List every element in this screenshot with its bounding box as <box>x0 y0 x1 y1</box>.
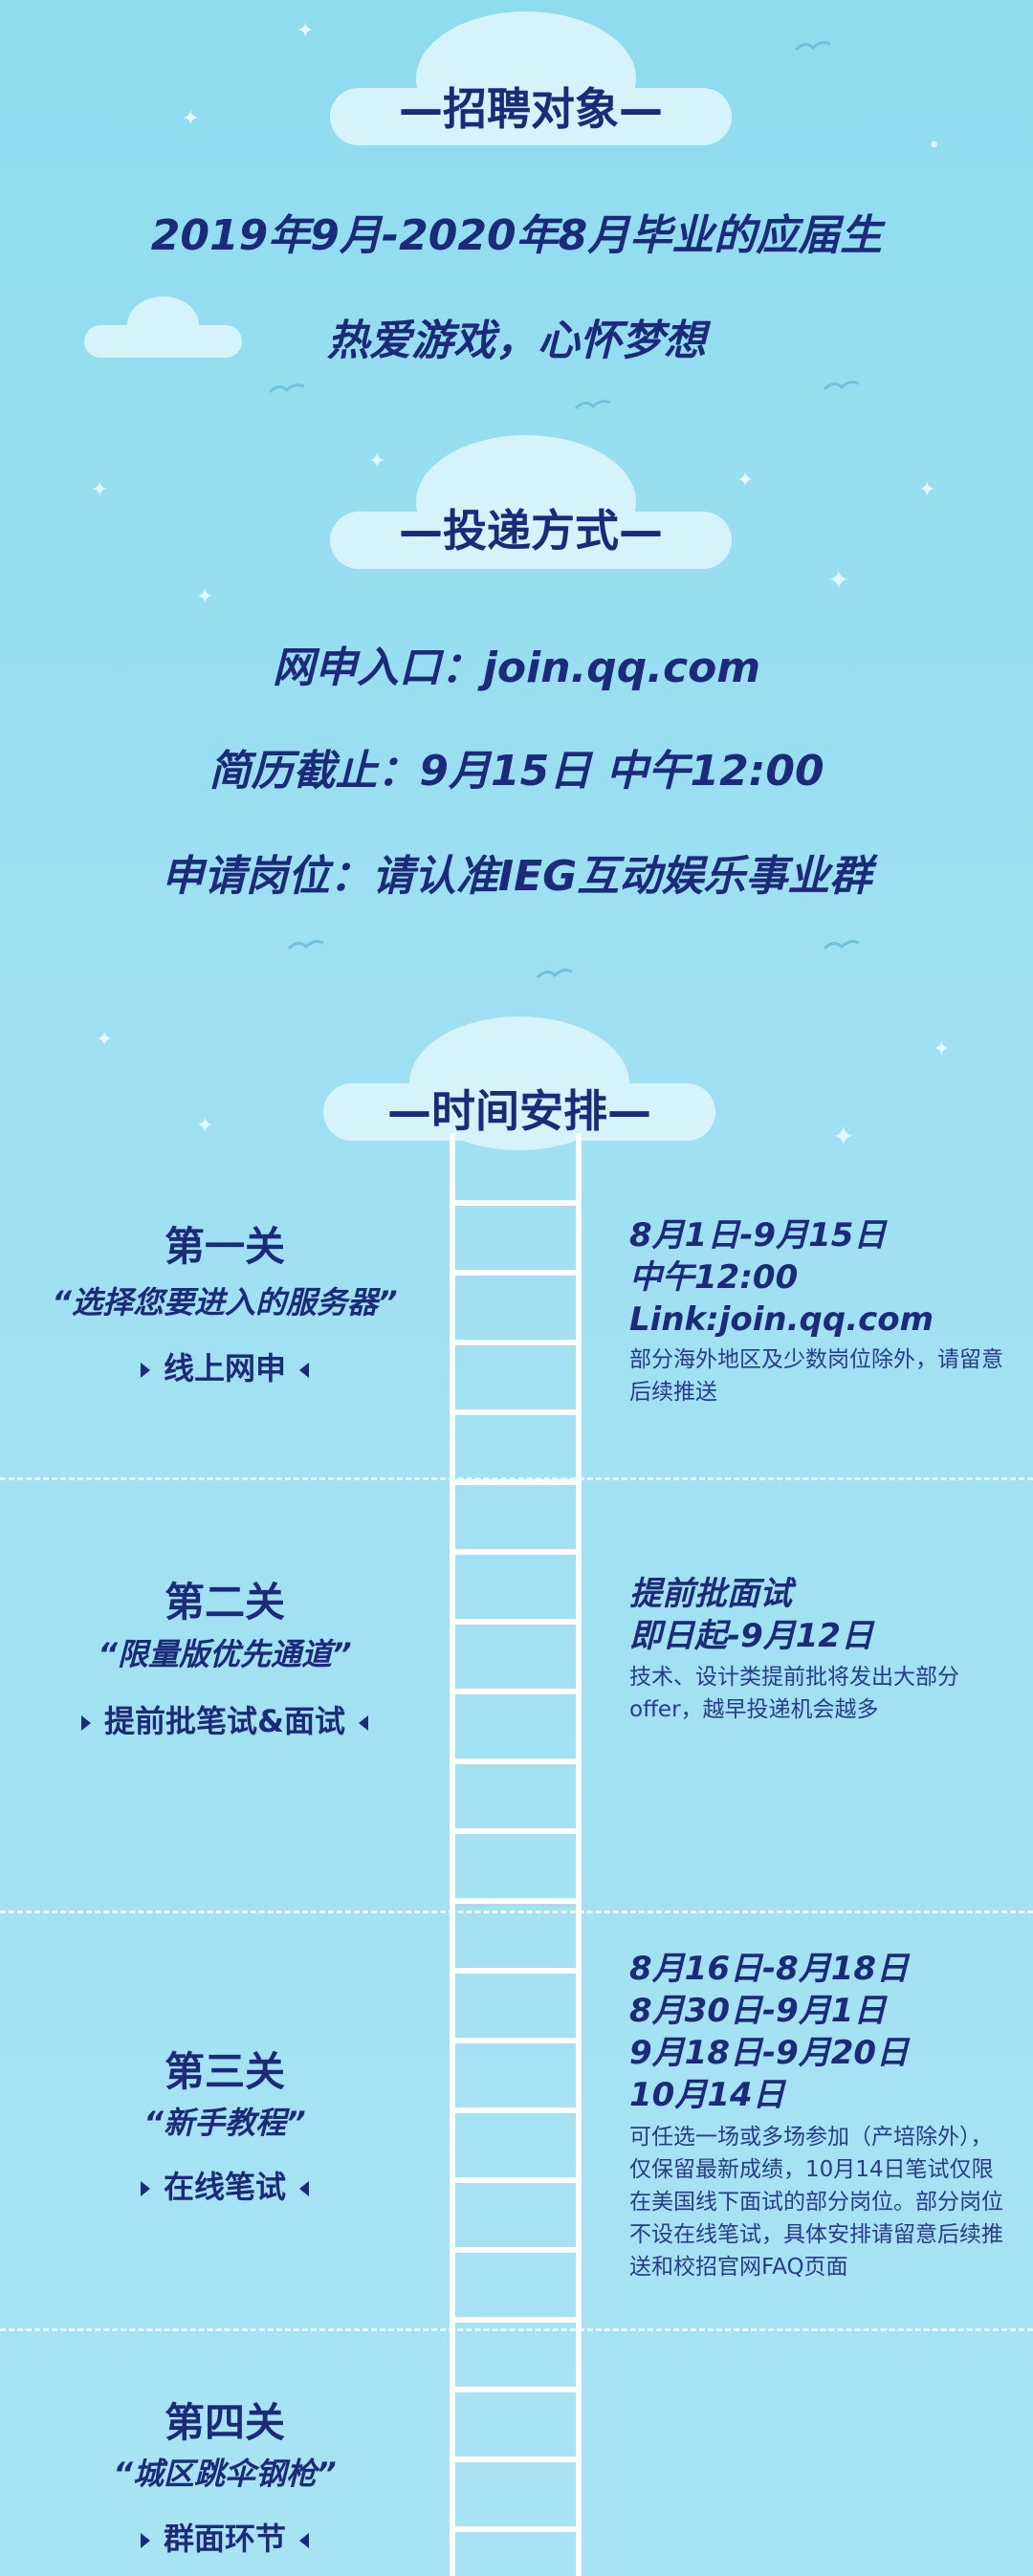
bird-icon <box>574 400 611 410</box>
stage-title: 第一关 <box>164 1223 285 1270</box>
star-icon: ✦ <box>196 1114 214 1138</box>
bird-icon <box>536 969 573 979</box>
ladder-rung <box>450 1409 582 1415</box>
caret-left-icon <box>358 1715 368 1731</box>
ladder-rung <box>450 2456 582 2462</box>
stage-info-body: 技术、设计类提前批将发出大部分offer，越早投递机会越多 <box>629 1665 959 1722</box>
ladder-rung <box>450 1270 582 1276</box>
caret-left-icon <box>299 2181 309 2196</box>
star-icon: ✦ <box>91 478 109 502</box>
section-title-cloud: —时间安排— <box>323 1016 715 1150</box>
star-icon: ✦ <box>933 1037 951 1061</box>
bird-icon <box>823 381 860 391</box>
stage-tag: 线上网申 <box>0 1344 450 1388</box>
cloud-decoration <box>84 296 242 358</box>
stage-divider <box>0 1477 1033 1480</box>
ladder-rung <box>450 1619 582 1625</box>
stage-divider <box>0 1910 1033 1913</box>
stage-tag: 群面环节 <box>0 2515 450 2559</box>
ladder-rung <box>450 1968 582 1974</box>
caret-right-icon <box>140 1363 150 1378</box>
bird-icon <box>794 41 831 52</box>
stage-divider <box>0 2328 1033 2331</box>
stage-info-body: 可任选一场或多场参加（产培除外），仅保留最新成绩，10月14日笔试仅限在美国线下… <box>629 2125 1003 2280</box>
section-title: —时间安排— <box>387 1085 651 1137</box>
ladder-rung <box>450 2387 582 2392</box>
star-icon: ✦ <box>736 469 755 492</box>
ladder-rung <box>450 1549 582 1555</box>
ladder-rung <box>450 1898 582 1904</box>
stage-title: 第二关 <box>164 1579 285 1626</box>
ladder-rung <box>450 1828 582 1834</box>
caret-left-icon <box>299 1363 309 1378</box>
bird-icon <box>823 940 860 950</box>
star-icon: ✦ <box>918 478 936 502</box>
section-title: —投递方式— <box>399 505 663 557</box>
ladder-rail-right <box>576 1133 582 2576</box>
apply-link-text: 网申入口：join.qq.com <box>272 644 761 692</box>
ladder-rung <box>450 1689 582 1694</box>
ladder-rung <box>450 2526 582 2532</box>
bird-icon <box>287 940 324 950</box>
star-icon: ✦ <box>96 1028 114 1052</box>
section-title-cloud: —投递方式— <box>330 435 732 569</box>
caret-left-icon <box>299 2533 309 2548</box>
target-graduates-text: 2019年9月-2020年8月毕业的应届生 <box>150 211 883 260</box>
stage-tag-label: 在线笔试 <box>163 2169 286 2205</box>
stage-tag-label: 提前批笔试&面试 <box>104 1703 345 1739</box>
ladder-rung <box>450 1340 582 1345</box>
stage-tag-label: 线上网申 <box>163 1350 286 1386</box>
star-icon: ✦ <box>196 585 214 609</box>
stage-info-body: 部分海外地区及少数岗位除外，请留意后续推送 <box>629 1347 1003 1405</box>
stage-subtitle: “城区跳伞钢枪” <box>113 2456 337 2492</box>
target-passion-text: 热爱游戏，心怀梦想 <box>327 317 706 365</box>
stage-info-head: 提前批面试 即日起-9月12日 <box>629 1575 874 1655</box>
resume-deadline-text: 简历截止：9月15日 中午12:00 <box>209 747 824 796</box>
caret-right-icon <box>140 2181 150 2196</box>
ladder-rung <box>450 2177 582 2183</box>
bird-icon <box>268 383 305 394</box>
stage-title: 第三关 <box>164 2048 285 2095</box>
ladder-rung <box>450 1200 582 1206</box>
caret-right-icon <box>140 2533 150 2548</box>
stage-info-head: 8月1日-9月15日 中午12:00 Link:join.qq.com <box>629 1216 934 1339</box>
star-icon: • <box>928 134 940 158</box>
star-icon: ✦ <box>832 1121 855 1152</box>
stage-tag: 在线笔试 <box>0 2163 450 2207</box>
ladder-rung <box>450 1758 582 1764</box>
ladder-rung <box>450 2038 582 2043</box>
stage-info-head: 8月16日-8月18日 8月30日-9月1日 9月18日-9月20日 10月14… <box>629 1950 910 2114</box>
section-title: —招聘对象— <box>399 83 663 135</box>
ladder-rung <box>450 2107 582 2113</box>
stage-subtitle: “选择您要进入的服务器” <box>52 1284 398 1321</box>
ladder-rung <box>450 2247 582 2253</box>
stage-subtitle: “限量版优先通道” <box>98 1636 352 1672</box>
star-icon: ✦ <box>827 564 850 596</box>
stage-subtitle: “新手教程” <box>143 2105 306 2141</box>
star-icon: ✦ <box>297 19 315 43</box>
ladder-rung <box>450 2317 582 2323</box>
section-title-cloud: —招聘对象— <box>330 11 732 145</box>
ladder-rung <box>450 1479 582 1485</box>
star-icon: ✦ <box>182 107 200 131</box>
stage-tag: 提前批笔试&面试 <box>0 1697 450 1741</box>
apply-position-text: 申请岗位：请认准IEG互动娱乐事业群 <box>161 852 872 901</box>
stage-tag-label: 群面环节 <box>163 2521 286 2557</box>
ladder-rail-left <box>450 1133 455 2576</box>
star-icon: ✦ <box>368 449 386 473</box>
stage-title: 第四关 <box>164 2399 285 2446</box>
caret-right-icon <box>81 1715 92 1731</box>
